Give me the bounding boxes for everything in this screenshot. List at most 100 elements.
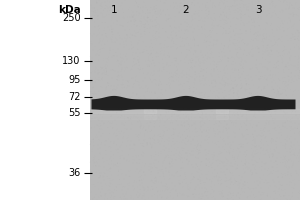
Point bbox=[177, 120, 182, 123]
Point bbox=[148, 78, 153, 81]
Point bbox=[270, 28, 275, 31]
Point bbox=[144, 77, 149, 80]
Point bbox=[127, 114, 132, 118]
Point bbox=[116, 83, 121, 87]
Point bbox=[273, 150, 278, 153]
Point bbox=[103, 63, 108, 66]
Point bbox=[230, 150, 235, 153]
Point bbox=[100, 21, 104, 24]
Point bbox=[186, 51, 191, 54]
Point bbox=[104, 68, 109, 71]
Point bbox=[239, 87, 244, 90]
Point bbox=[280, 184, 284, 187]
Point bbox=[190, 18, 195, 21]
Point bbox=[97, 0, 102, 2]
Point bbox=[122, 124, 127, 127]
Point bbox=[139, 174, 144, 177]
Point bbox=[122, 103, 127, 107]
Point bbox=[288, 172, 293, 175]
Point bbox=[296, 117, 300, 121]
Point bbox=[125, 57, 130, 60]
Point bbox=[278, 198, 283, 200]
Point bbox=[219, 50, 224, 53]
Point bbox=[158, 105, 163, 108]
Point bbox=[156, 9, 161, 12]
Point bbox=[219, 13, 224, 16]
Point bbox=[224, 150, 229, 153]
Point bbox=[166, 77, 171, 80]
Point bbox=[138, 6, 143, 9]
Point bbox=[180, 185, 185, 188]
Point bbox=[249, 94, 254, 97]
Point bbox=[112, 132, 117, 135]
Point bbox=[284, 84, 289, 87]
Point bbox=[276, 64, 281, 67]
Point bbox=[136, 172, 141, 175]
Point bbox=[242, 86, 247, 89]
Point bbox=[180, 133, 185, 136]
Point bbox=[184, 42, 188, 45]
Point bbox=[226, 57, 231, 60]
Point bbox=[281, 110, 286, 113]
Point bbox=[187, 49, 192, 52]
Point bbox=[239, 72, 244, 75]
Point bbox=[146, 197, 151, 200]
Point bbox=[170, 127, 175, 130]
Point bbox=[94, 99, 99, 102]
Point bbox=[289, 145, 293, 148]
Point bbox=[273, 12, 278, 15]
Point bbox=[264, 66, 269, 70]
Point bbox=[108, 83, 113, 86]
Point bbox=[110, 35, 115, 38]
Point bbox=[220, 162, 225, 165]
Point bbox=[256, 144, 261, 148]
Point bbox=[267, 129, 272, 132]
Point bbox=[167, 171, 171, 174]
Point bbox=[167, 147, 171, 151]
Point bbox=[117, 62, 122, 65]
Point bbox=[134, 13, 139, 17]
Point bbox=[118, 43, 122, 46]
Point bbox=[296, 160, 300, 163]
Point bbox=[141, 40, 146, 43]
Point bbox=[91, 93, 96, 97]
Point bbox=[288, 13, 292, 16]
Point bbox=[295, 63, 299, 66]
Point bbox=[100, 174, 105, 178]
Point bbox=[160, 196, 164, 199]
Point bbox=[149, 52, 154, 55]
Point bbox=[123, 29, 128, 32]
Point bbox=[284, 34, 288, 37]
Point bbox=[121, 123, 126, 126]
Point bbox=[88, 55, 92, 58]
Point bbox=[217, 2, 222, 5]
Point bbox=[193, 73, 198, 76]
Point bbox=[89, 120, 94, 123]
Point bbox=[241, 105, 245, 109]
Point bbox=[180, 193, 184, 197]
Point bbox=[253, 7, 258, 10]
Point bbox=[147, 76, 152, 80]
Point bbox=[265, 194, 269, 197]
Point bbox=[113, 195, 118, 198]
Point bbox=[201, 123, 206, 127]
Point bbox=[98, 171, 103, 174]
Point bbox=[204, 164, 208, 167]
Point bbox=[145, 105, 150, 108]
Point bbox=[190, 14, 194, 17]
Point bbox=[157, 168, 162, 171]
Point bbox=[279, 92, 284, 95]
Point bbox=[209, 180, 214, 183]
Point bbox=[136, 195, 140, 199]
Point bbox=[250, 173, 254, 176]
Point bbox=[237, 117, 242, 120]
Point bbox=[116, 47, 120, 51]
Point bbox=[141, 10, 146, 13]
Point bbox=[190, 124, 194, 127]
Point bbox=[134, 181, 139, 184]
Point bbox=[142, 82, 147, 85]
Point bbox=[218, 48, 223, 51]
Point bbox=[166, 156, 171, 159]
Point bbox=[98, 174, 102, 178]
Point bbox=[245, 105, 250, 108]
